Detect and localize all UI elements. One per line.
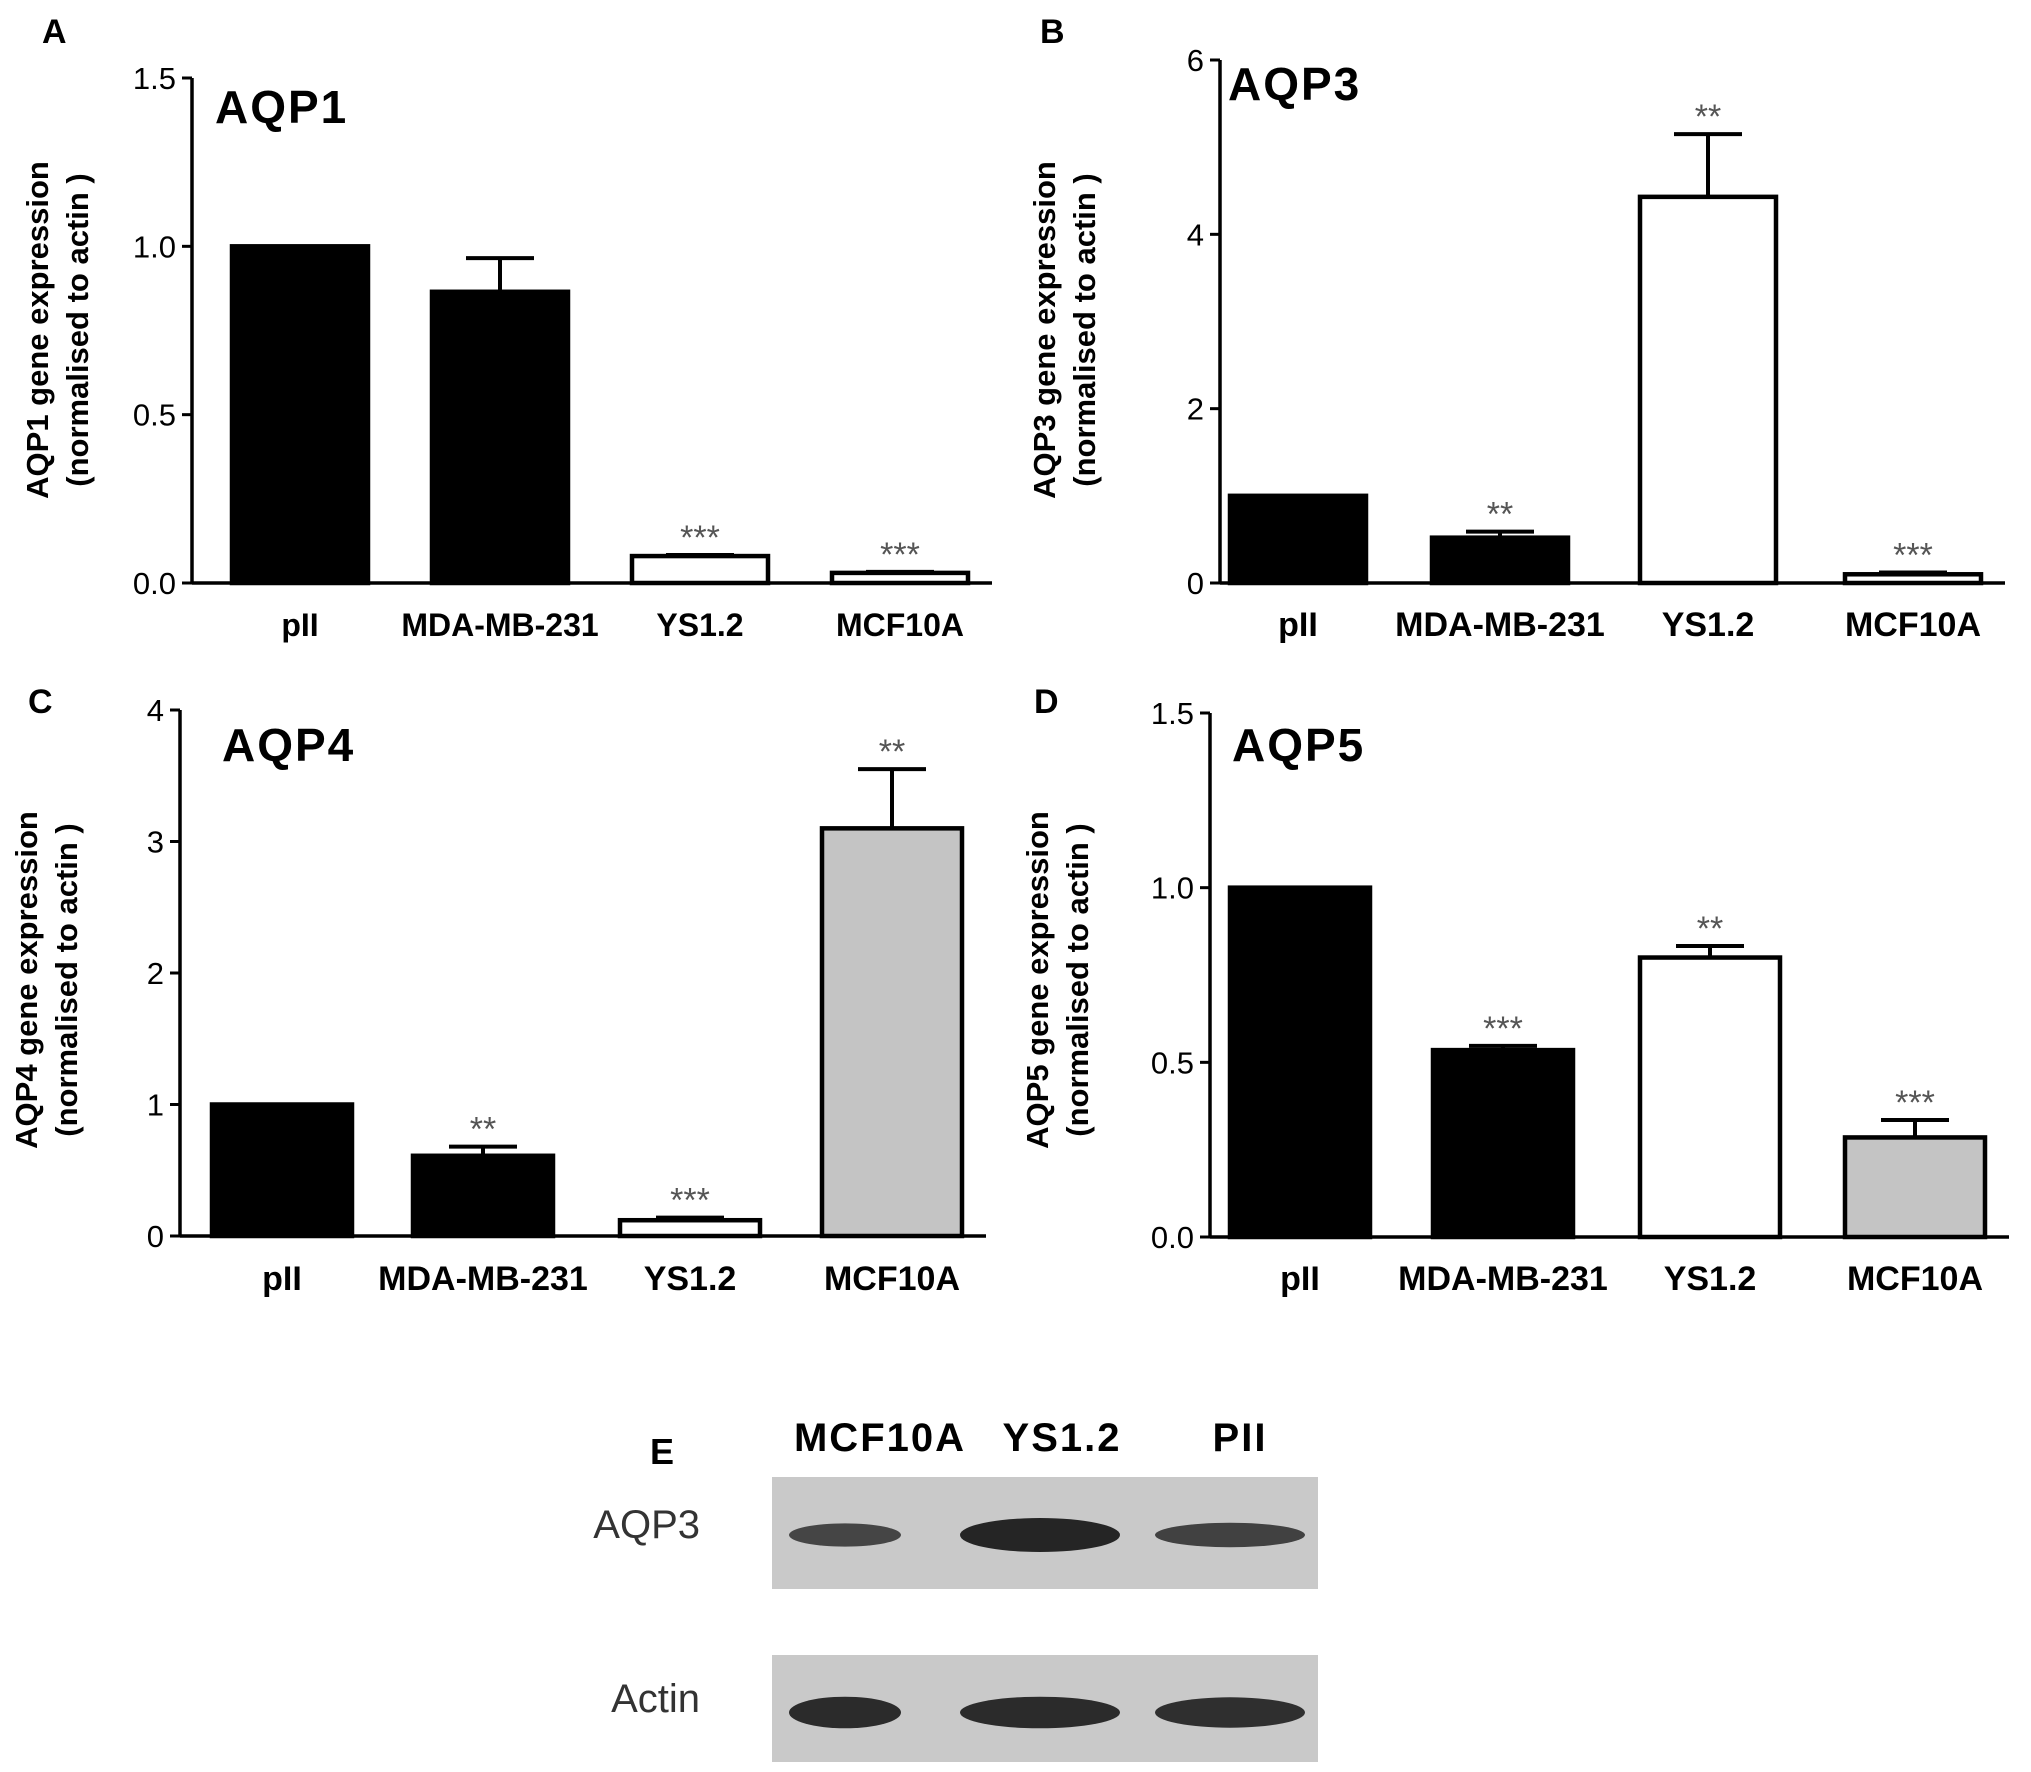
bar-mda-mb-231 bbox=[429, 289, 571, 586]
blot-row-label: Actin bbox=[611, 1677, 700, 1721]
x-tick-label: YS1.2 bbox=[644, 1260, 737, 1298]
y-tick-label: 4 bbox=[1187, 217, 1204, 252]
blot-row-label: AQP3 bbox=[593, 1503, 700, 1547]
significance-marker: ** bbox=[1487, 496, 1513, 534]
bar-mda-mb-231 bbox=[1429, 535, 1571, 586]
y-axis-label-line2: (normalised to actin ) bbox=[60, 173, 95, 486]
chart-panel-c: C AQP4 AQP4 gene expression (normalised to … bbox=[9, 683, 986, 1298]
blot-band bbox=[960, 1518, 1120, 1552]
y-tick-label: 2 bbox=[1187, 392, 1204, 427]
blot-band bbox=[960, 1696, 1120, 1729]
y-tick-label: 1.0 bbox=[1151, 871, 1194, 906]
blot-lane-label: YS1.2 bbox=[1003, 1416, 1122, 1460]
chart-panel-a: A AQP1 AQP1 gene expression (normalised to … bbox=[20, 13, 992, 643]
x-tick-label: MDA-MB-231 bbox=[401, 607, 598, 643]
blot-band bbox=[789, 1523, 901, 1547]
blot-band bbox=[1155, 1522, 1305, 1548]
y-tick-label: 1.5 bbox=[133, 61, 176, 96]
y-axis-label: AQP4 gene expression (normalised to actin… bbox=[9, 811, 84, 1149]
y-axis-label-line2: (normalised to actin ) bbox=[49, 823, 84, 1136]
y-tick-label: 1 bbox=[147, 1088, 164, 1123]
y-axis-label-line2: (normalised to actin ) bbox=[1067, 173, 1102, 486]
chart-panel-d: D AQP5 AQP5 gene expression (normalised to … bbox=[1020, 683, 2009, 1298]
panel-letter: E bbox=[650, 1431, 674, 1472]
significance-marker: *** bbox=[880, 536, 920, 574]
significance-marker: *** bbox=[1893, 537, 1933, 575]
chart-title: AQP4 bbox=[222, 719, 355, 771]
significance-marker: ** bbox=[1695, 98, 1721, 136]
bar-pii bbox=[209, 1102, 355, 1239]
y-tick-label: 0.0 bbox=[1151, 1220, 1194, 1255]
significance-marker: *** bbox=[1895, 1084, 1935, 1122]
blot-lane-label: PII bbox=[1213, 1416, 1268, 1460]
bar-pii bbox=[1227, 493, 1369, 586]
bar-mcf10a bbox=[1842, 572, 1984, 586]
x-tick-label: MDA-MB-231 bbox=[1395, 606, 1605, 644]
y-tick-label: 0 bbox=[147, 1219, 164, 1254]
significance-marker: *** bbox=[670, 1182, 710, 1220]
y-axis-label-line1: AQP5 gene expression bbox=[1020, 811, 1055, 1149]
significance-marker: ** bbox=[879, 733, 905, 771]
western-blot-panel: E MCF10A YS1.2 PII AQP3 Actin bbox=[593, 1416, 1318, 1762]
panel-letter: D bbox=[1034, 683, 1059, 721]
y-tick-label: 1.0 bbox=[133, 229, 176, 264]
x-tick-label: pII bbox=[1280, 1260, 1320, 1298]
x-tick-label: MCF10A bbox=[1847, 1260, 1983, 1298]
y-tick-label: 0.5 bbox=[1151, 1045, 1194, 1080]
chart-title: AQP3 bbox=[1228, 58, 1361, 110]
bar-mda-mb-231 bbox=[1430, 1047, 1576, 1240]
bar-ys1-2 bbox=[1637, 955, 1783, 1240]
x-tick-label: YS1.2 bbox=[656, 607, 743, 643]
chart-title: AQP5 bbox=[1232, 719, 1365, 771]
chart-panel-b: B AQP3 AQP3 gene expression (normalised to … bbox=[1027, 13, 2005, 644]
bar-ys1-2 bbox=[1637, 194, 1779, 586]
x-tick-label: pII bbox=[1278, 606, 1318, 644]
panel-letter: B bbox=[1040, 13, 1065, 51]
x-tick-label: YS1.2 bbox=[1664, 1260, 1757, 1298]
y-axis-label-line1: AQP4 gene expression bbox=[9, 811, 44, 1149]
significance-marker: ** bbox=[470, 1111, 496, 1149]
blot-lane-label: MCF10A bbox=[794, 1416, 966, 1460]
y-tick-label: 4 bbox=[147, 693, 164, 728]
y-axis-label: AQP5 gene expression (normalised to actin… bbox=[1020, 811, 1095, 1149]
bar-ys1-2 bbox=[629, 553, 771, 586]
x-tick-label: MCF10A bbox=[824, 1260, 960, 1298]
blot-band bbox=[789, 1696, 901, 1729]
x-tick-label: MCF10A bbox=[836, 607, 964, 643]
x-tick-label: MCF10A bbox=[1845, 606, 1981, 644]
y-tick-label: 1.5 bbox=[1151, 696, 1194, 731]
bar-mcf10a bbox=[829, 570, 971, 586]
y-axis-label-line1: AQP3 gene expression bbox=[1027, 161, 1062, 499]
bar-pii bbox=[1227, 885, 1373, 1240]
y-tick-label: 6 bbox=[1187, 43, 1204, 78]
blot-band bbox=[1155, 1697, 1305, 1728]
x-tick-label: pII bbox=[262, 1260, 302, 1298]
y-axis-label-line2: (normalised to actin ) bbox=[1060, 823, 1095, 1136]
y-tick-label: 0 bbox=[1187, 566, 1204, 601]
y-axis-label-line1: AQP1 gene expression bbox=[20, 161, 55, 499]
significance-marker: ** bbox=[1697, 910, 1723, 948]
chart-title: AQP1 bbox=[215, 81, 348, 133]
significance-marker: *** bbox=[1483, 1010, 1523, 1048]
bar-mda-mb-231 bbox=[410, 1153, 556, 1239]
y-tick-label: 0.5 bbox=[133, 398, 176, 433]
y-axis-label: AQP1 gene expression (normalised to actin… bbox=[20, 161, 95, 499]
bar-mcf10a bbox=[819, 826, 965, 1239]
panel-letter: C bbox=[28, 683, 53, 721]
panel-letter: A bbox=[42, 13, 67, 51]
y-tick-label: 0.0 bbox=[133, 566, 176, 601]
x-tick-label: YS1.2 bbox=[1662, 606, 1755, 644]
significance-marker: *** bbox=[680, 519, 720, 557]
y-axis-label: AQP3 gene expression (normalised to actin… bbox=[1027, 161, 1102, 499]
x-tick-label: pII bbox=[281, 607, 318, 643]
bar-pii bbox=[229, 244, 371, 586]
bar-mcf10a bbox=[1842, 1135, 1988, 1240]
y-tick-label: 3 bbox=[147, 825, 164, 860]
bar-ys1-2 bbox=[617, 1217, 763, 1239]
x-tick-label: MDA-MB-231 bbox=[1398, 1260, 1608, 1298]
x-tick-label: MDA-MB-231 bbox=[378, 1260, 588, 1298]
y-tick-label: 2 bbox=[147, 956, 164, 991]
